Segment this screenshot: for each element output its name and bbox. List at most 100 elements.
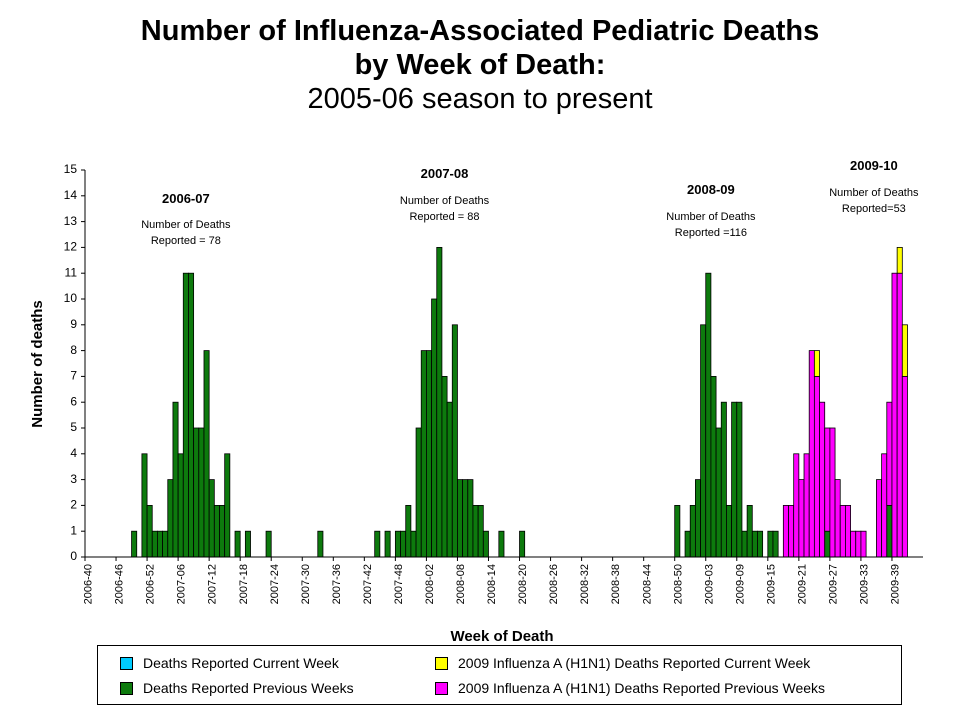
bar-segment <box>457 479 464 558</box>
x-tick-label: 2007-48 <box>393 564 405 604</box>
bar-segment <box>798 479 805 558</box>
title-line-2: by Week of Death: <box>354 49 606 81</box>
bar-segment <box>420 350 427 558</box>
bar-segment <box>819 401 826 558</box>
y-tick-label: 14 <box>64 188 78 202</box>
season-annotation-text: Reported = 78 <box>151 235 221 247</box>
bar-segment <box>896 272 903 558</box>
x-tick-label: 2009-21 <box>796 564 808 604</box>
x-tick-label: 2007-06 <box>176 564 188 604</box>
bar-segment <box>146 504 153 558</box>
bar-segment <box>482 530 489 558</box>
legend-item-h1n1-current-week: 2009 Influenza A (H1N1) Deaths Reported … <box>435 654 810 672</box>
bar-segment <box>213 504 220 558</box>
x-tick-label: 2007-18 <box>238 564 250 604</box>
y-tick-label: 1 <box>70 523 77 537</box>
bar-segment <box>441 375 448 558</box>
bar-segment <box>767 530 774 558</box>
y-tick-label: 13 <box>64 214 78 228</box>
x-tick-label: 2008-20 <box>517 564 529 604</box>
legend-item-h1n1-previous-weeks: 2009 Influenza A (H1N1) Deaths Reported … <box>435 679 825 697</box>
bar-segment <box>244 530 251 558</box>
bar-segment <box>431 298 438 558</box>
bar-segment <box>446 401 453 558</box>
bar-segment <box>741 530 748 558</box>
bar-segment <box>193 427 200 558</box>
legend-label: Deaths Reported Previous Weeks <box>143 680 354 696</box>
y-tick-label: 2 <box>70 498 77 512</box>
bar-segment <box>751 530 758 558</box>
bar-segment <box>845 504 851 558</box>
x-tick-label: 2009-09 <box>734 564 746 604</box>
bar-segment <box>824 530 831 558</box>
bar-segment <box>896 246 903 274</box>
x-tick-label: 2008-08 <box>455 564 467 604</box>
bar-segment <box>824 427 831 532</box>
season-annotation-text: Reported =116 <box>675 227 747 239</box>
bar-segment <box>901 324 908 377</box>
season-annotation-text: Number of Deaths <box>829 187 919 199</box>
bar-segment <box>674 504 681 558</box>
legend-swatch-cyan <box>120 656 133 670</box>
bar-segment <box>803 453 810 558</box>
bar-segment <box>472 504 479 558</box>
axes <box>81 169 923 561</box>
y-tick-label: 10 <box>64 291 78 305</box>
bar-segment <box>710 375 717 558</box>
bar-segment <box>746 504 753 558</box>
bar-segment <box>829 427 836 558</box>
x-tick-label: 2008-50 <box>672 564 684 604</box>
season-annotation-text: Reported=53 <box>842 203 906 215</box>
bar-segment <box>426 350 432 558</box>
bar-segment <box>736 401 743 558</box>
x-tick-label: 2008-14 <box>486 564 498 604</box>
x-tick-label: 2008-02 <box>424 564 436 604</box>
x-tick-label: 2007-12 <box>207 564 219 604</box>
bar-segment <box>834 479 841 558</box>
bar-segment <box>224 453 231 558</box>
season-annotation-title: 2006-07 <box>162 191 210 206</box>
y-tick-label: 12 <box>64 240 78 254</box>
x-tick-label: 2009-27 <box>828 564 840 604</box>
chart-legend: Deaths Reported Current Week 2009 Influe… <box>97 645 902 705</box>
bar-segment <box>172 401 179 558</box>
bar-segment <box>726 504 732 558</box>
bar-segment <box>131 530 138 558</box>
bar-segment <box>203 350 210 558</box>
bar-segment <box>415 427 422 558</box>
season-annotation-text: Reported = 88 <box>409 211 479 223</box>
legend-swatch-magenta <box>435 681 448 695</box>
bar-segment <box>410 530 417 558</box>
bar-segment <box>855 530 862 558</box>
title-line-1: Number of Influenza-Associated Pediatric… <box>140 15 820 47</box>
y-tick-label: 4 <box>70 446 77 460</box>
bar-segment <box>808 350 815 558</box>
bar-segment <box>219 504 226 558</box>
season-annotations: 2006-07 Number of Deaths Reported = 78 2007… <box>141 158 919 247</box>
bars <box>131 246 908 558</box>
y-tick-label: 7 <box>70 369 77 383</box>
legend-label: 2009 Influenza A (H1N1) Deaths Reported … <box>458 655 811 671</box>
bar-segment <box>700 324 707 558</box>
x-tick-label: 2007-36 <box>331 564 343 604</box>
bar-segment <box>788 504 795 558</box>
bar-segment <box>720 401 727 558</box>
bar-segment <box>157 530 163 558</box>
bar-segment <box>839 504 846 558</box>
bar-segment <box>208 479 215 558</box>
y-tick-label: 0 <box>70 549 77 563</box>
title-line-3: 2005-06 season to present <box>307 83 653 115</box>
x-tick-label: 2009-03 <box>703 564 715 604</box>
bar-segment <box>519 530 526 558</box>
season-annotation-text: Number of Deaths <box>400 195 490 207</box>
bar-segment <box>886 401 893 506</box>
bar-segment <box>881 453 888 558</box>
season-annotation-title: 2008-09 <box>687 182 735 197</box>
legend-swatch-green <box>120 681 133 695</box>
legend-item-previous-weeks: Deaths Reported Previous Weeks <box>120 679 354 697</box>
x-tick-label: 2006-52 <box>145 564 157 604</box>
x-tick-label: 2008-38 <box>610 564 622 604</box>
bar-segment <box>394 530 401 558</box>
